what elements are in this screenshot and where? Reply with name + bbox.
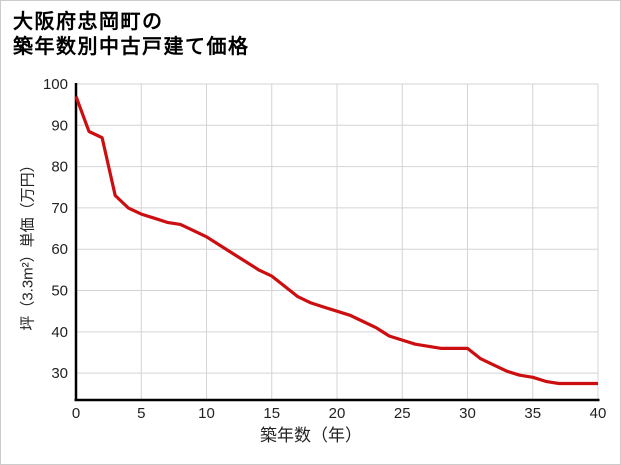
x-axis-title: 築年数（年） (260, 426, 362, 445)
x-tick-label: 15 (263, 405, 280, 422)
chart-title: 大阪府忠岡町の 築年数別中古戸建て価格 (13, 10, 250, 60)
y-tick-label: 30 (51, 365, 68, 382)
y-tick-label: 50 (51, 283, 68, 300)
y-tick-label: 80 (51, 159, 68, 176)
chart-title-line1: 大阪府忠岡町の (13, 11, 164, 33)
x-tick-label: 40 (590, 405, 607, 422)
x-tick-label: 35 (524, 405, 541, 422)
y-tick-label: 90 (51, 117, 68, 134)
y-axis-title: 坪（3.3m²）単価（万円） (19, 157, 37, 331)
y-tick-label: 70 (51, 200, 68, 217)
y-tick-label: 100 (43, 76, 68, 93)
chart-title-line2: 築年数別中古戸建て価格 (13, 36, 250, 58)
x-tick-label: 20 (329, 405, 346, 422)
x-tick-label: 30 (459, 405, 476, 422)
x-tick-label: 0 (72, 405, 80, 422)
x-tick-label: 25 (394, 405, 411, 422)
y-tick-label: 60 (51, 241, 68, 258)
price-line-series (74, 95, 598, 386)
x-tick-label: 5 (137, 405, 145, 422)
y-tick-label: 40 (51, 324, 68, 341)
x-tick-label: 10 (198, 405, 215, 422)
